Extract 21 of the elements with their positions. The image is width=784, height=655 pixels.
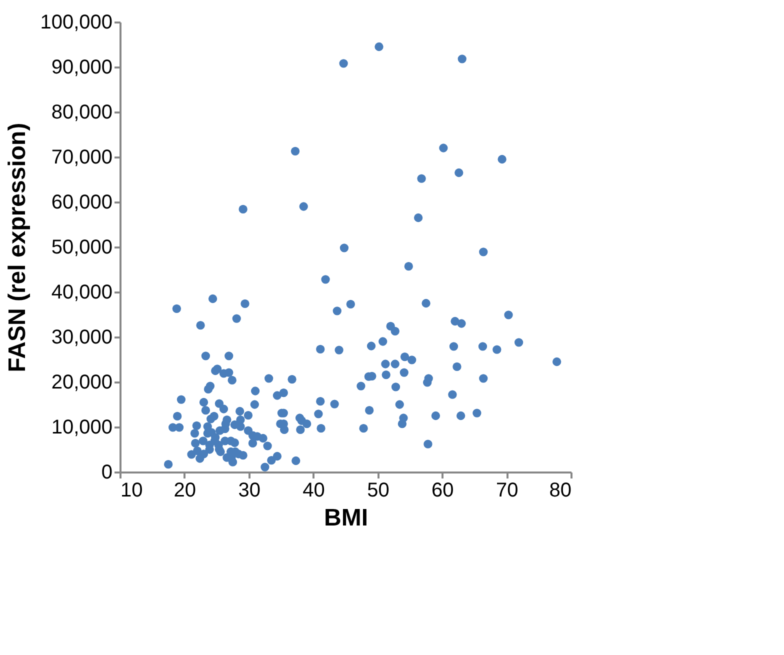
y-tick-label: 10,000: [51, 416, 112, 438]
x-tick-label: 10: [120, 480, 143, 502]
x-tick-label: 70: [496, 480, 518, 502]
y-axis-title: FASN (rel expression): [4, 122, 32, 372]
y-tick-label: 90,000: [51, 56, 112, 78]
y-tick-label: 20,000: [51, 372, 112, 394]
y-tick-label: 0: [101, 462, 112, 484]
y-tick-label: 50,000: [51, 236, 112, 258]
x-tick-label: 30: [238, 480, 260, 502]
y-tick-label: 80,000: [51, 102, 112, 124]
y-tick-label: 60,000: [51, 192, 112, 214]
y-tick-label: 70,000: [51, 146, 112, 168]
x-tick-label: 60: [432, 480, 454, 502]
x-tick-label: 50: [367, 480, 390, 502]
x-tick-label: 40: [302, 480, 325, 502]
x-axis-title: BMI: [324, 504, 368, 532]
x-tick-label: 80: [549, 480, 572, 502]
y-tick-label: 30,000: [51, 326, 112, 348]
y-tick-label: 40,000: [51, 282, 112, 304]
x-tick-label: 20: [174, 480, 196, 502]
y-tick-label: 100,000: [40, 12, 112, 34]
